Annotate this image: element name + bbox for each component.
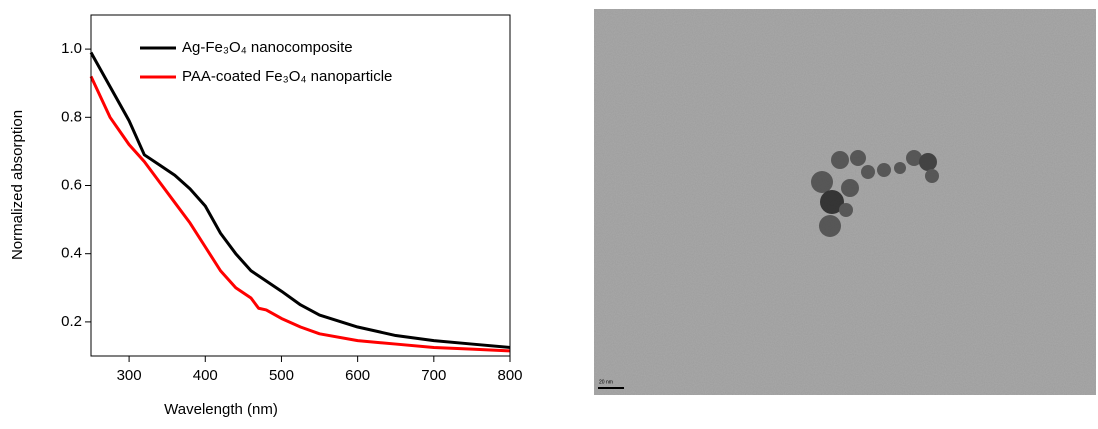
particles xyxy=(811,150,939,237)
y-tick-label: 1.0 xyxy=(61,40,82,57)
image-noise xyxy=(594,9,1096,395)
x-tick-label: 300 xyxy=(117,367,142,384)
y-tick-label: 0.4 xyxy=(61,245,82,262)
y-tick-label: 0.2 xyxy=(61,313,82,330)
x-tick-label: 500 xyxy=(269,367,294,384)
y-tick-label: 0.6 xyxy=(61,176,82,193)
series-line xyxy=(89,75,511,353)
x-tick-label: 400 xyxy=(193,367,218,384)
scale-label: 20 nm xyxy=(599,379,613,385)
chart: Wavelength (nm) Normalized absorption 30… xyxy=(9,14,523,418)
x-tick-label: 600 xyxy=(345,367,370,384)
legend-label: PAA-coated Fe₃O₄ nanoparticle xyxy=(182,68,392,85)
legend-label: Ag-Fe₃O₄ nanocomposite xyxy=(182,39,353,56)
scale-bar xyxy=(598,387,624,389)
y-axis-title: Normalized absorption xyxy=(9,110,26,260)
x-axis-title: Wavelength (nm) xyxy=(164,401,278,418)
y-tick-label: 0.8 xyxy=(61,108,82,125)
tem-image: 20 nm xyxy=(594,9,1096,395)
x-tick-label: 700 xyxy=(421,367,446,384)
plot-frame xyxy=(90,14,511,357)
x-tick-label: 800 xyxy=(497,367,522,384)
series-line xyxy=(89,51,511,349)
